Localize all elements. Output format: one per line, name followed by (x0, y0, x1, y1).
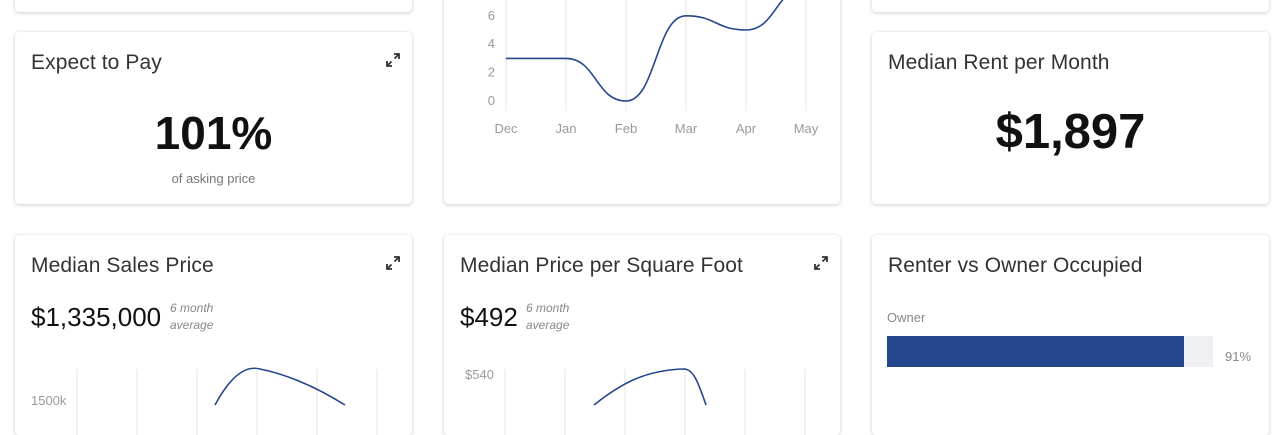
card-renter-vs-owner: Renter vs Owner Occupied Owner 91% (872, 235, 1269, 435)
note-line: 6 month (170, 301, 214, 315)
card-median-price-sqft: Median Price per Square Foot $492 6 mont… (444, 235, 840, 435)
card-title: Expect to Pay (31, 51, 162, 74)
x-tick-label: Jan (556, 121, 577, 136)
x-tick-label: Apr (736, 121, 757, 136)
x-tick-label: Mar (675, 121, 698, 136)
six-month-average-note: 6 month average (170, 300, 230, 334)
owner-label: Owner (887, 310, 926, 325)
owner-bar-track (887, 336, 1213, 367)
price-sqft-line (593, 368, 707, 406)
expect-to-pay-caption: of asking price (171, 171, 256, 186)
card-title: Median Price per Square Foot (460, 254, 743, 277)
card-top-left-partial (15, 0, 412, 12)
expand-icon[interactable] (813, 255, 829, 271)
card-title: Median Sales Price (31, 254, 214, 277)
sales-price-line (214, 367, 346, 406)
median-price-sqft-value: $492 (460, 302, 518, 332)
y-tick-label: 6 (488, 8, 495, 23)
card-expect-to-pay: Expect to Pay 101% of asking price (15, 32, 412, 204)
y-tick-label: 2 (488, 65, 495, 80)
trend-line-chart: 0 2 4 6 Dec Jan Feb Mar Apr May (488, 0, 819, 136)
y-tick-label: $540 (465, 367, 494, 382)
six-month-average-note: 6 month average (526, 300, 586, 334)
y-tick-label: 1500k (31, 393, 67, 408)
median-sales-price-value: $1,335,000 (31, 302, 162, 332)
card-title: Renter vs Owner Occupied (888, 254, 1143, 277)
x-tick-label: Dec (494, 121, 518, 136)
card-median-sales-price: Median Sales Price $1,335,000 6 month av… (15, 235, 412, 435)
note-line: average (170, 318, 214, 332)
median-rent-value: $1,897 (995, 105, 1146, 159)
y-tick-label: 0 (488, 93, 495, 108)
card-trend-chart: 0 2 4 6 Dec Jan Feb Mar Apr May (444, 0, 840, 204)
x-tick-label: Feb (615, 121, 637, 136)
note-line: 6 month (526, 301, 570, 315)
card-median-rent: Median Rent per Month $1,897 (872, 32, 1269, 204)
price-sqft-mini-chart: $540 (465, 367, 806, 435)
trend-series-line (506, 0, 784, 102)
expand-icon[interactable] (385, 255, 401, 271)
card-top-right-partial (872, 0, 1269, 12)
x-tick-label: May (794, 121, 819, 136)
card-title: Median Rent per Month (888, 51, 1110, 74)
expect-to-pay-value: 101% (154, 107, 273, 159)
expand-icon[interactable] (385, 52, 401, 68)
note-line: average (526, 318, 570, 332)
y-tick-label: 4 (488, 36, 495, 51)
owner-bar-fill (887, 336, 1184, 367)
owner-percentage: 91% (1225, 349, 1252, 364)
sales-price-mini-chart: 1500k (31, 367, 378, 435)
